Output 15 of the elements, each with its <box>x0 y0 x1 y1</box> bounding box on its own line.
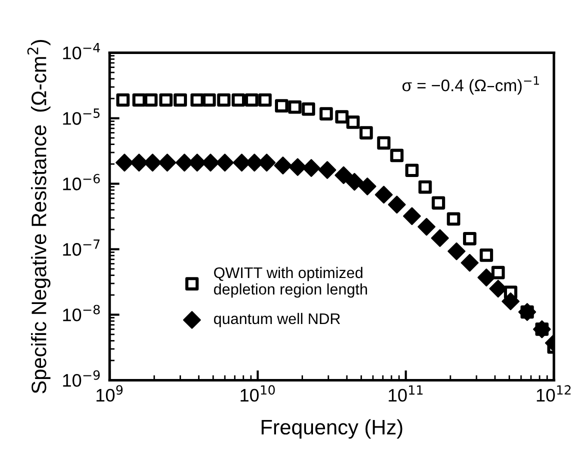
x-axis-title: Frequency (Hz) <box>262 419 402 439</box>
x-tick-label: 10$^{10}$ <box>240 385 275 402</box>
y-tick-label: 10$^{−8}$ <box>63 304 100 322</box>
legend-label: QWITT with optimized depletion region length <box>214 266 367 298</box>
x-tick-label: 10$^{11}$ <box>388 385 423 402</box>
annotation: σ = −0.4 (Ω–cm)$^{−1}$ <box>402 76 539 95</box>
y-tick-label: 10$^{−7}$ <box>63 240 100 256</box>
legend-label: quantum well NDR <box>214 312 340 328</box>
y-tick-label: 10$^{−4}$ <box>63 43 100 60</box>
x-tick-label: 10$^{9}$ <box>96 385 123 402</box>
x-tick-label: 10$^{12}$ <box>536 385 571 402</box>
y-axis-title: Specific Negative Resistance (Ω-cm$^{2}$) <box>27 40 50 394</box>
y-tick-label: 10$^{−5}$ <box>63 108 100 125</box>
y-tick-label: 10$^{−9}$ <box>63 370 100 387</box>
y-tick-label: 10$^{−6}$ <box>63 174 100 190</box>
